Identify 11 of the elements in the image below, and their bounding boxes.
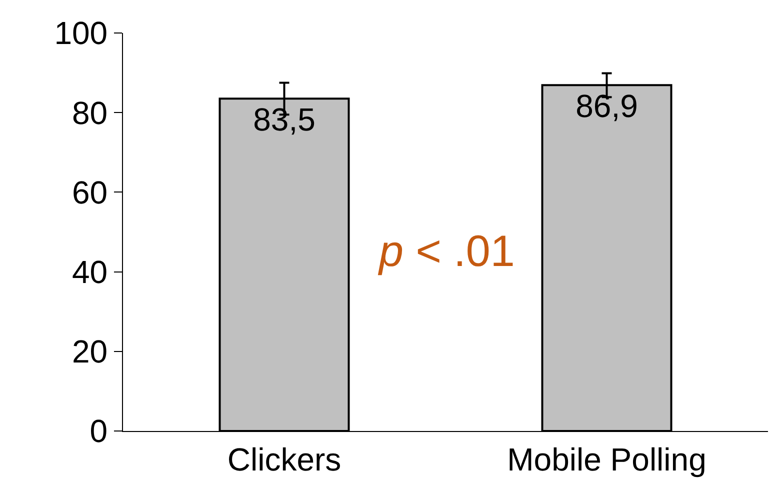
y-tick-label: 20 [72, 334, 108, 370]
data-label: 86,9 [576, 88, 638, 124]
y-tick-label: 40 [72, 254, 108, 290]
x-tick-label: Clickers [227, 441, 342, 478]
y-tick-label: 80 [72, 94, 108, 131]
y-tick-label: 0 [90, 413, 108, 450]
annotation: p < .01 [377, 227, 515, 276]
data-label: 83,5 [253, 102, 316, 138]
x-tick-label: Mobile Polling [507, 441, 706, 478]
y-tick-label: 100 [54, 15, 108, 52]
y-tick-label: 60 [72, 174, 108, 210]
